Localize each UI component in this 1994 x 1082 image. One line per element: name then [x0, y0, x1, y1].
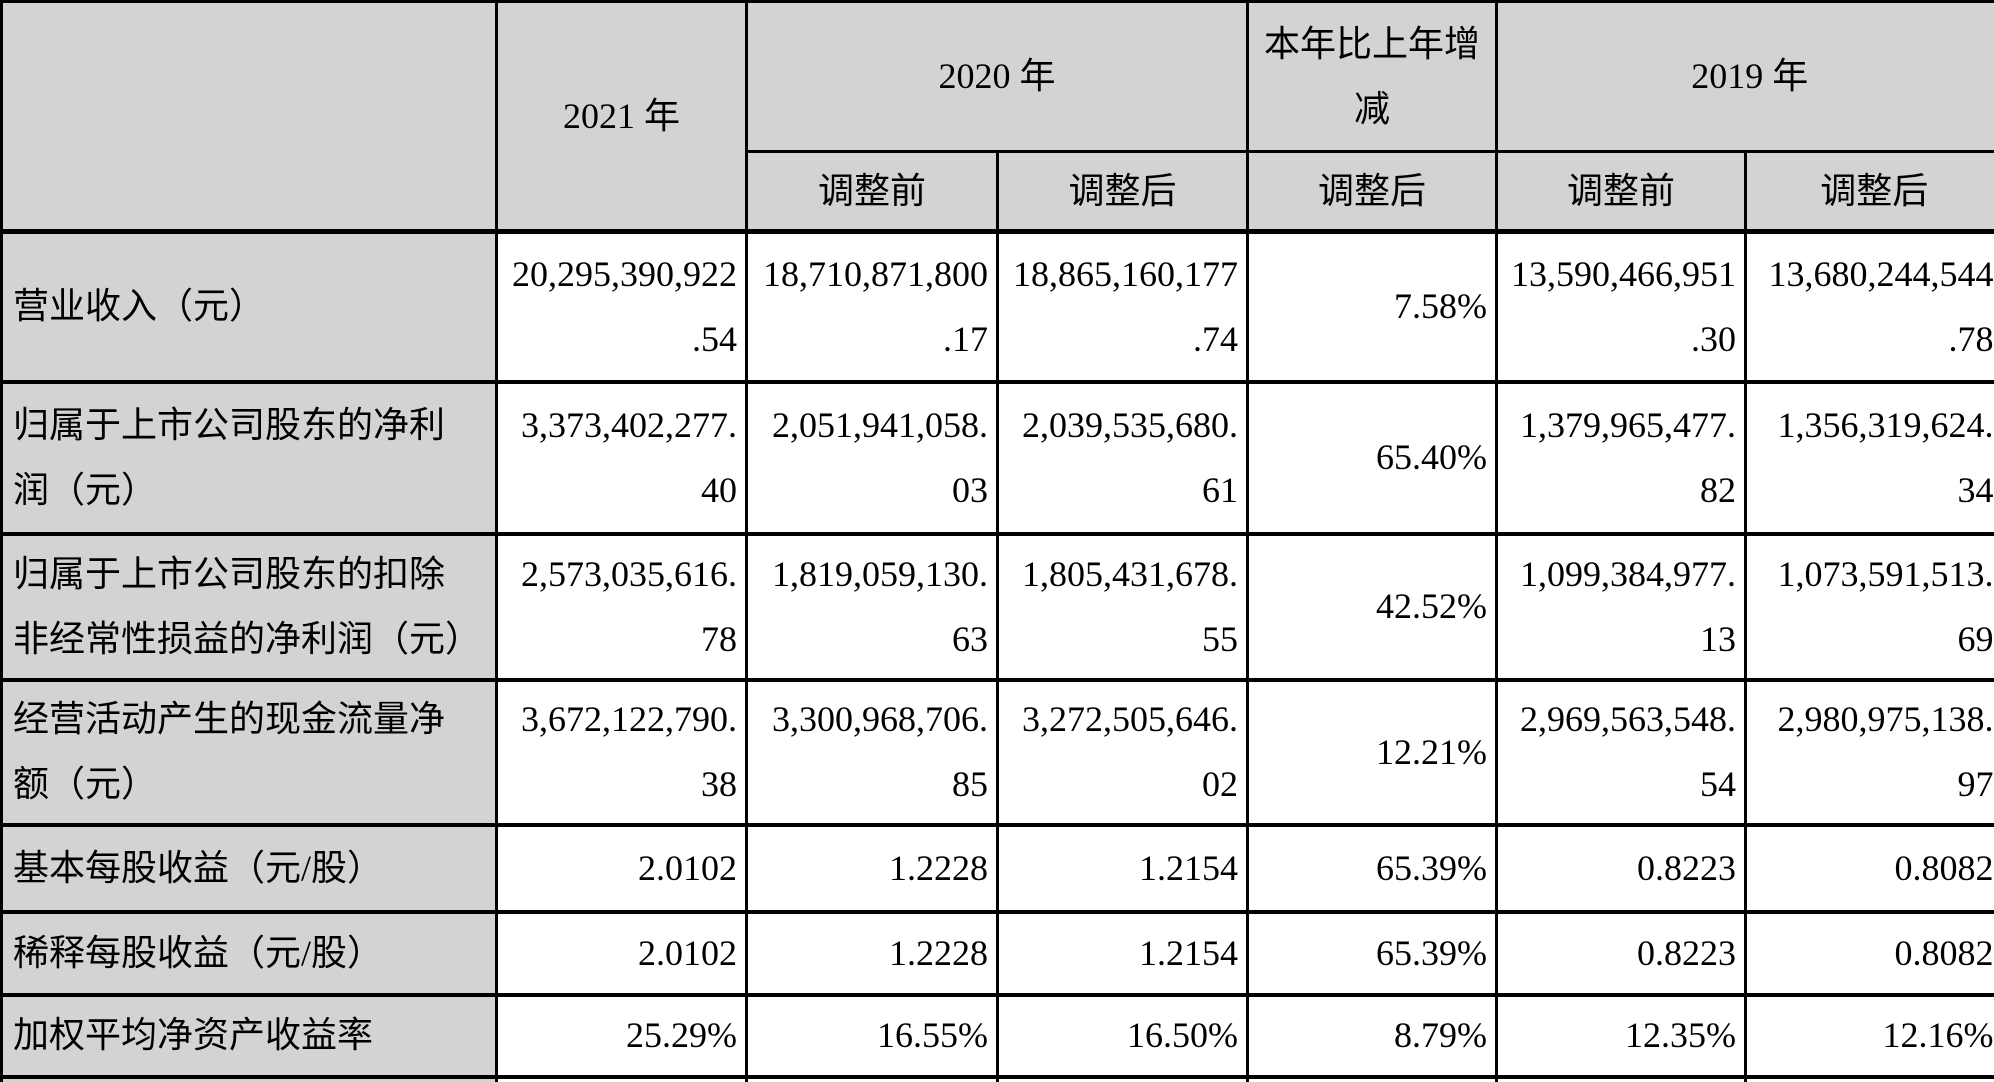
value-cell: 2,039,535,680. 61 [995, 379, 1250, 536]
value-cell: 0.8082 [1744, 822, 1994, 914]
value-cell: 1,356,319,624. 34 [1744, 379, 1994, 536]
value-cell: 3,672,122,790. 38 [495, 677, 748, 827]
header-2019: 2019 年 [1495, 0, 1994, 153]
clipped-cell [1495, 1074, 1748, 1082]
row-label-operating-cashflow: 经营活动产生的现金流量净 额（元） [0, 677, 498, 827]
value-cell: 1.2228 [745, 822, 999, 914]
table-row: 基本每股收益（元/股） 2.0102 1.2228 1.2154 65.39% … [0, 822, 1994, 914]
clipped-cell [495, 1074, 748, 1082]
value-cell: 1,805,431,678. 55 [995, 531, 1250, 682]
clipped-cell [745, 1074, 999, 1082]
clipped-cell [0, 1074, 498, 1082]
table-row: 经营活动产生的现金流量净 额（元） 3,672,122,790. 38 3,30… [0, 677, 1994, 827]
value-cell: 13,680,244,544 .78 [1744, 229, 1994, 384]
value-cell: 2.0102 [495, 822, 748, 914]
value-cell: 1.2154 [995, 822, 1250, 914]
value-cell: 2,051,941,058. 03 [745, 379, 999, 536]
row-label-diluted-eps: 稀释每股收益（元/股） [0, 909, 498, 997]
value-cell: 65.40% [1246, 379, 1499, 536]
value-cell: 1,819,059,130. 63 [745, 531, 999, 682]
value-cell: 2.0102 [495, 909, 748, 997]
row-label-net-profit-excl: 归属于上市公司股东的扣除 非经常性损益的净利润（元） [0, 531, 498, 682]
value-cell: 0.8223 [1495, 822, 1748, 914]
header-2021: 2021 年 [495, 0, 748, 234]
value-cell: 25.29% [495, 992, 748, 1079]
value-cell: 2,969,563,548. 54 [1495, 677, 1748, 827]
row-label-net-profit: 归属于上市公司股东的净利 润（元） [0, 379, 498, 536]
value-cell: 13,590,466,951 .30 [1495, 229, 1748, 384]
value-cell: 16.55% [745, 992, 999, 1079]
value-cell: 1.2154 [995, 909, 1250, 997]
value-cell: 0.8223 [1495, 909, 1748, 997]
value-cell: 12.35% [1495, 992, 1748, 1079]
value-cell: 3,373,402,277. 40 [495, 379, 748, 536]
table-row: 营业收入（元） 20,295,390,922 .54 18,710,871,80… [0, 229, 1994, 384]
clipped-cell [995, 1074, 1250, 1082]
value-cell: 12.21% [1246, 677, 1499, 827]
header-corner-cell [0, 0, 498, 234]
header-2020: 2020 年 [744, 0, 1250, 153]
header-change-yoy: 本年比上年增 减 [1246, 0, 1499, 153]
table-row: 加权平均净资产收益率 25.29% 16.55% 16.50% 8.79% 12… [0, 992, 1994, 1079]
table-row: 归属于上市公司股东的扣除 非经常性损益的净利润（元） 2,573,035,616… [0, 531, 1994, 682]
clipped-next-row [0, 1074, 1994, 1082]
value-cell: 8.79% [1246, 992, 1499, 1079]
value-cell: 65.39% [1246, 822, 1499, 914]
subheader-2020-post: 调整后 [995, 150, 1250, 234]
subheader-change-post: 调整后 [1246, 150, 1499, 234]
value-cell: 1.2228 [745, 909, 999, 997]
value-cell: 18,710,871,800 .17 [745, 229, 999, 384]
value-cell: 1,073,591,513. 69 [1744, 531, 1994, 682]
value-cell: 0.8082 [1744, 909, 1994, 997]
value-cell: 2,573,035,616. 78 [495, 531, 748, 682]
value-cell: 3,272,505,646. 02 [995, 677, 1250, 827]
value-cell: 1,099,384,977. 13 [1495, 531, 1748, 682]
clipped-cell [1744, 1074, 1994, 1082]
subheader-2020-pre: 调整前 [745, 150, 999, 234]
row-label-weighted-avg-roe: 加权平均净资产收益率 [0, 992, 498, 1079]
row-label-basic-eps: 基本每股收益（元/股） [0, 822, 498, 914]
value-cell: 16.50% [995, 992, 1250, 1079]
value-cell: 42.52% [1246, 531, 1499, 682]
value-cell: 18,865,160,177 .74 [995, 229, 1250, 384]
value-cell: 1,379,965,477. 82 [1495, 379, 1748, 536]
value-cell: 65.39% [1246, 909, 1499, 997]
value-cell: 7.58% [1246, 229, 1499, 384]
row-label-revenue: 营业收入（元） [0, 229, 498, 384]
value-cell: 3,300,968,706. 85 [745, 677, 999, 827]
clipped-cell [1246, 1074, 1499, 1082]
table-row: 归属于上市公司股东的净利 润（元） 3,373,402,277. 40 2,05… [0, 379, 1994, 536]
value-cell: 2,980,975,138. 97 [1744, 677, 1994, 827]
subheader-2019-post: 调整后 [1744, 150, 1994, 234]
value-cell: 20,295,390,922 .54 [495, 229, 748, 384]
value-cell: 12.16% [1744, 992, 1994, 1079]
table-row: 稀释每股收益（元/股） 2.0102 1.2228 1.2154 65.39% … [0, 909, 1994, 997]
subheader-2019-pre: 调整前 [1495, 150, 1748, 234]
